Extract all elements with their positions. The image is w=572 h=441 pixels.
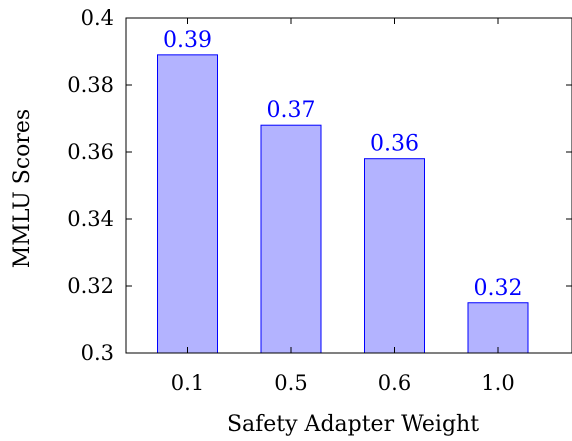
plot-frame <box>125 17 572 354</box>
x-tick-label: 0.6 <box>378 371 411 395</box>
y-tick-label: 0.32 <box>67 274 114 298</box>
data-label-1.0: 0.32 <box>474 276 523 301</box>
y-tick-label: 0.3 <box>81 341 114 365</box>
x-tick-label: 0.1 <box>171 371 204 395</box>
x-axis-title: Safety Adapter Weight <box>227 412 479 437</box>
x-tick-label: 0.5 <box>274 371 307 395</box>
bar-0.1 <box>157 54 218 354</box>
y-tick-label: 0.36 <box>67 140 114 164</box>
y-tick-label: 0.4 <box>81 6 114 30</box>
data-labels-layer: 0.39 0.37 0.36 0.32 <box>163 28 522 301</box>
ticks-layer: 0.1 0.5 0.6 1.0 0.3 0.32 0.34 0.36 0.38 0.4 <box>67 6 572 395</box>
x-tick-label: 1.0 <box>481 371 514 395</box>
bar-0.6 <box>364 158 425 354</box>
bars-layer <box>157 54 529 354</box>
y-axis-title: MMLU Scores <box>10 109 35 268</box>
data-label-0.1: 0.39 <box>163 28 212 53</box>
bar-1.0 <box>467 302 529 354</box>
y-tick-label: 0.34 <box>67 207 114 231</box>
bar-0.5 <box>260 124 322 354</box>
data-label-0.5: 0.37 <box>267 98 316 123</box>
y-tick-label: 0.38 <box>67 73 114 97</box>
data-label-0.6: 0.36 <box>370 132 419 157</box>
